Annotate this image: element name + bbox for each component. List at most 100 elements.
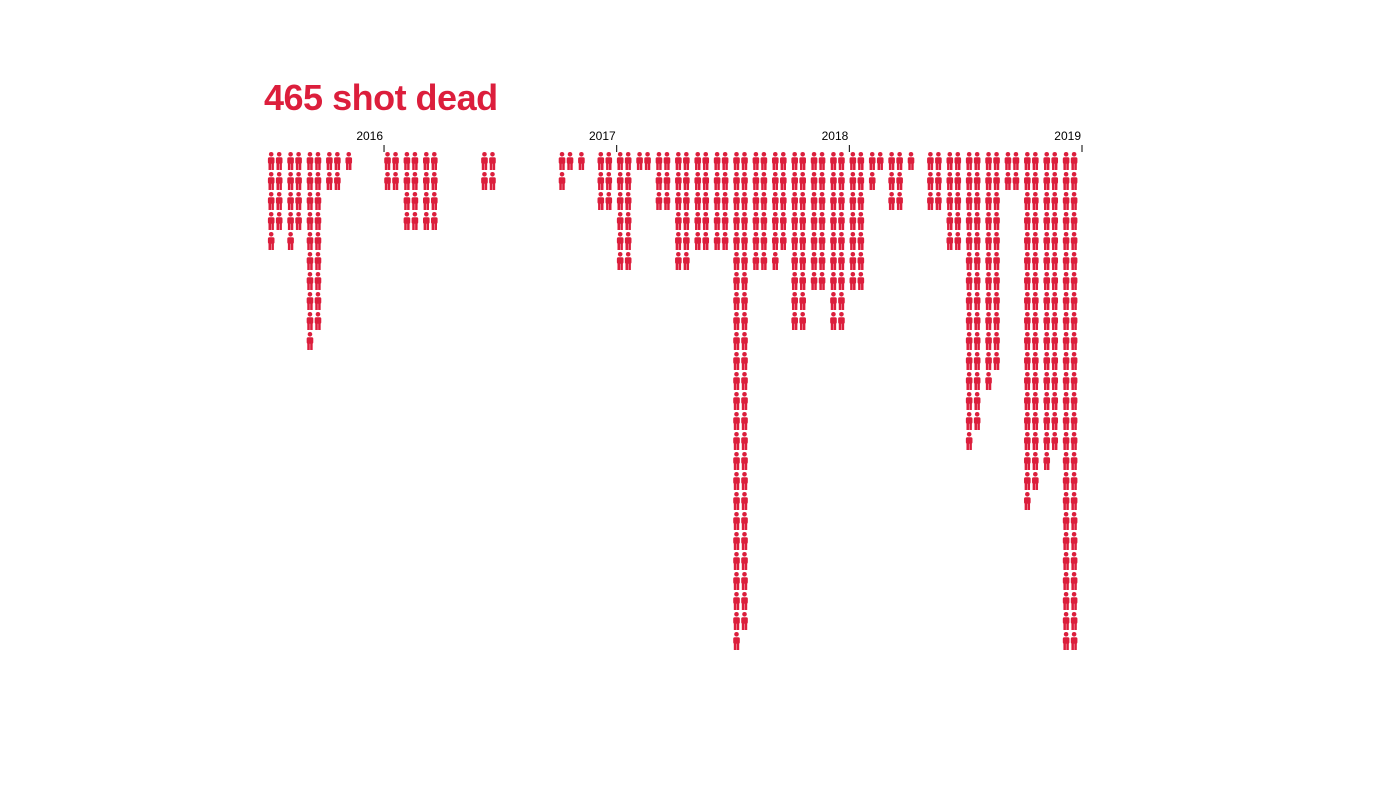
icon-leg [412, 182, 415, 190]
icon-head [974, 372, 980, 377]
icon-body [1070, 557, 1078, 564]
person-icon [403, 212, 411, 230]
icon-head [315, 252, 321, 257]
icon-leg [1063, 182, 1066, 190]
icon-leg [822, 242, 825, 250]
icon-head [315, 232, 321, 237]
icon-leg [1063, 482, 1066, 490]
icon-leg [802, 202, 806, 210]
column [1024, 152, 1039, 510]
icon-body [849, 177, 857, 184]
person-icon [830, 272, 837, 290]
icon-head [947, 212, 953, 217]
icon-leg [985, 342, 989, 350]
icon-leg [407, 222, 410, 230]
person-icon [489, 172, 496, 190]
icon-leg [1046, 302, 1050, 310]
icon-head [676, 252, 681, 257]
person-icon [965, 312, 973, 330]
icon-head [986, 232, 991, 237]
icon-leg [1074, 482, 1077, 490]
icon-leg [736, 582, 740, 590]
icon-body [876, 157, 884, 164]
icon-leg [733, 382, 737, 390]
icon-head [1044, 372, 1050, 377]
icon-leg [1071, 462, 1074, 470]
icon-head [1071, 232, 1077, 237]
icon-leg [733, 202, 737, 210]
icon-leg [664, 182, 667, 190]
icon-leg [985, 242, 989, 250]
icon-body [314, 177, 322, 184]
icon-leg [741, 182, 745, 190]
person-icon [675, 152, 682, 170]
icon-leg [966, 282, 969, 290]
icon-body [954, 157, 962, 164]
icon-head [780, 172, 786, 177]
icon-leg [744, 422, 748, 430]
icon-leg [395, 182, 399, 190]
person-icon [771, 192, 779, 210]
icon-leg [838, 302, 842, 310]
icon-head [819, 252, 825, 257]
icon-leg [315, 242, 318, 250]
icon-leg [703, 162, 706, 170]
icon-leg [736, 442, 740, 450]
icon-leg [993, 322, 997, 330]
icon-body [1051, 337, 1059, 344]
icon-head [490, 172, 495, 177]
person-icon [578, 152, 585, 170]
icon-body [733, 417, 740, 424]
icon-head [579, 152, 584, 157]
icon-leg [1071, 162, 1074, 170]
person-icon [838, 152, 845, 170]
icon-body [752, 177, 760, 184]
person-icon [741, 512, 748, 530]
person-icon [927, 192, 934, 210]
icon-body [1043, 357, 1051, 364]
icon-leg [1035, 382, 1039, 390]
icon-leg [407, 162, 410, 170]
icon-leg [1063, 402, 1066, 410]
person-icon [314, 192, 322, 210]
icon-leg [955, 162, 958, 170]
icon-leg [996, 282, 1000, 290]
icon-head [1063, 312, 1069, 317]
icon-body [411, 197, 419, 204]
icon-head [761, 192, 767, 197]
icon-leg [794, 162, 798, 170]
icon-leg [1063, 602, 1066, 610]
icon-head [734, 512, 739, 517]
icon-head [839, 192, 844, 197]
icon-leg [974, 382, 977, 390]
icon-body [1043, 277, 1051, 284]
icon-leg [287, 222, 291, 230]
icon-body [985, 157, 992, 164]
person-icon [733, 152, 740, 170]
icon-leg [295, 182, 299, 190]
person-icon [605, 152, 613, 170]
icon-leg [567, 162, 570, 170]
icon-body [675, 237, 682, 244]
icon-leg [799, 282, 803, 290]
icon-leg [1052, 182, 1055, 190]
icon-body [733, 437, 740, 444]
icon-head [424, 192, 429, 197]
person-icon [888, 192, 895, 210]
icon-body [993, 337, 1000, 344]
icon-body [993, 297, 1000, 304]
icon-head [800, 172, 805, 177]
person-icon [1024, 372, 1031, 390]
person-icon [741, 152, 748, 170]
icon-body [985, 317, 992, 324]
person-icon [616, 232, 624, 250]
icon-body [985, 357, 992, 364]
icon-leg [1054, 222, 1058, 230]
icon-head [811, 272, 817, 277]
icon-leg [872, 182, 875, 190]
icon-leg [966, 382, 969, 390]
icon-leg [1005, 162, 1008, 170]
icon-leg [705, 202, 709, 210]
icon-leg [1035, 282, 1039, 290]
person-icon [1070, 292, 1078, 310]
